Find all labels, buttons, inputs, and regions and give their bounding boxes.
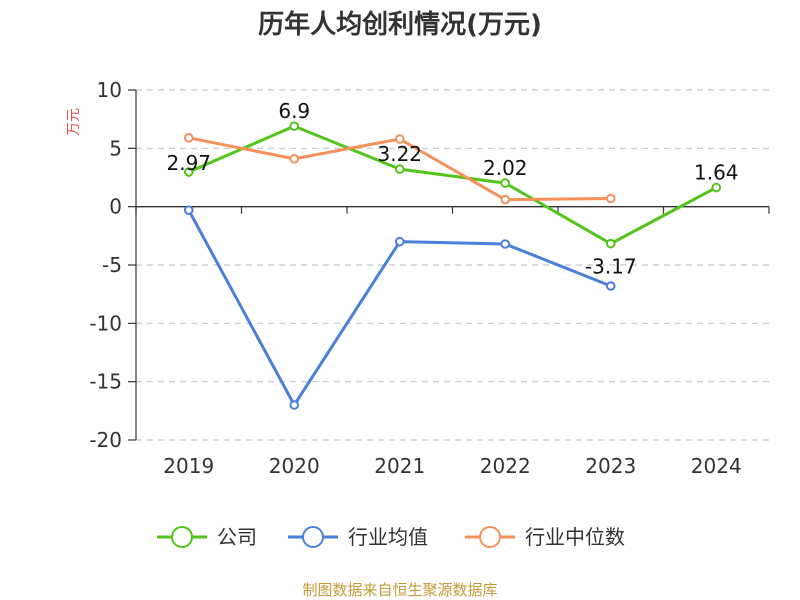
x-tick-labels: 2019 2020 2021 2022 2023 2024: [163, 454, 741, 478]
legend-marker: [171, 526, 193, 548]
data-labels: 2.97 6.9 3.22 2.02 -3.17 1.64: [166, 99, 738, 278]
data-point[interactable]: [605, 281, 616, 291]
data-point[interactable]: [394, 164, 405, 174]
legend-marker: [479, 526, 501, 548]
legend-item[interactable]: 行业均值: [288, 525, 428, 549]
x-tick-label: 2020: [269, 454, 320, 478]
grid-lines: [128, 89, 769, 441]
x-tick-label: 2019: [163, 454, 214, 478]
source-note: 制图数据来自恒生聚源数据库: [302, 581, 497, 599]
data-point[interactable]: [183, 133, 194, 143]
x-tick-label: 2021: [374, 454, 425, 478]
y-tick-label: -15: [89, 370, 122, 394]
legend-label: 公司: [217, 525, 257, 549]
y-tick-labels: 10 5 0 -5 -10 -15 -20: [89, 78, 122, 452]
x-tick-label: 2023: [585, 454, 636, 478]
legend-label: 行业中位数: [525, 525, 625, 549]
data-label: -3.17: [585, 255, 637, 279]
data-label: 2.02: [483, 156, 528, 180]
data-point[interactable]: [500, 194, 511, 205]
data-point[interactable]: [605, 193, 616, 204]
data-label: 1.64: [694, 161, 739, 185]
series-line: [188, 124, 717, 246]
data-point[interactable]: [500, 178, 511, 188]
legend[interactable]: 公司 行业均值 行业中位数: [157, 525, 625, 549]
chart-title: 历年人均创利情况(万元): [258, 9, 542, 40]
data-label: 2.97: [166, 151, 211, 175]
legend-item[interactable]: 公司: [157, 525, 257, 549]
data-point[interactable]: [394, 134, 405, 144]
y-tick-label: 5: [109, 136, 122, 160]
data-point[interactable]: [183, 205, 194, 215]
data-point[interactable]: [605, 238, 616, 249]
data-point[interactable]: [711, 182, 722, 193]
series-3: [183, 133, 616, 205]
legend-marker: [302, 526, 324, 548]
data-point[interactable]: [500, 239, 511, 249]
series-2: [183, 205, 616, 410]
legend-label: 行业均值: [348, 525, 428, 549]
data-point[interactable]: [289, 400, 300, 410]
x-tick-label: 2022: [480, 454, 531, 478]
axes: [135, 90, 770, 440]
legend-item[interactable]: 行业中位数: [465, 525, 625, 549]
data-point[interactable]: [289, 121, 300, 131]
y-tick-label: 10: [97, 78, 122, 102]
data-label: 3.22: [377, 142, 422, 166]
data-point[interactable]: [394, 236, 405, 247]
series-1: [183, 121, 722, 249]
data-label: 6.9: [278, 99, 310, 123]
data-point[interactable]: [183, 167, 194, 177]
data-point[interactable]: [289, 154, 300, 164]
y-tick-label: -20: [89, 428, 122, 452]
y-tick-label: -5: [102, 253, 122, 277]
y-tick-label: -10: [89, 311, 122, 335]
x-tick-label: 2024: [691, 454, 742, 478]
y-axis-label: 万元: [66, 108, 82, 136]
series-layer: [183, 121, 722, 410]
y-tick-label: 0: [109, 195, 122, 219]
